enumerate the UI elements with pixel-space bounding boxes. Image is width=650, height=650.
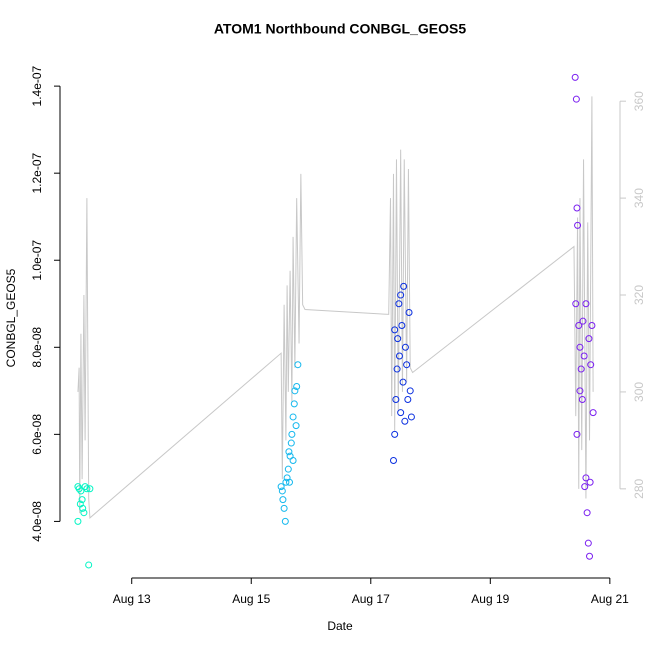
point bbox=[397, 291, 405, 299]
x-tick-label: Aug 15 bbox=[232, 592, 270, 606]
point bbox=[581, 483, 589, 491]
point bbox=[294, 361, 302, 369]
point bbox=[574, 221, 582, 229]
y-tick-label: 6.0e-08 bbox=[30, 414, 44, 455]
point bbox=[575, 322, 583, 330]
point bbox=[83, 485, 91, 493]
point bbox=[576, 343, 584, 351]
x-tick-label: Aug 21 bbox=[591, 592, 629, 606]
chart-title: ATOM1 Northbound CONBGL_GEOS5 bbox=[214, 21, 466, 37]
point bbox=[282, 478, 290, 486]
point bbox=[78, 496, 86, 504]
y2-tick-label: 280 bbox=[632, 479, 646, 499]
point bbox=[407, 413, 415, 421]
point bbox=[391, 326, 399, 334]
point bbox=[288, 430, 296, 438]
point bbox=[281, 517, 289, 525]
point bbox=[585, 335, 593, 343]
point bbox=[395, 352, 403, 360]
point bbox=[289, 413, 297, 421]
point bbox=[573, 204, 581, 212]
y2-tick-label: 360 bbox=[632, 91, 646, 111]
point bbox=[389, 456, 397, 464]
point bbox=[86, 485, 94, 493]
point bbox=[392, 396, 400, 404]
point bbox=[291, 387, 299, 395]
x-tick-label: Aug 17 bbox=[352, 592, 390, 606]
point bbox=[583, 509, 591, 517]
point bbox=[584, 539, 592, 547]
point bbox=[85, 561, 93, 569]
point bbox=[278, 487, 286, 495]
y-tick-label: 8.0e-08 bbox=[30, 327, 44, 368]
point bbox=[582, 474, 590, 482]
point bbox=[293, 382, 301, 390]
point bbox=[74, 517, 82, 525]
point bbox=[285, 478, 293, 486]
point bbox=[285, 448, 293, 456]
point bbox=[577, 365, 585, 373]
point bbox=[586, 478, 594, 486]
point bbox=[395, 300, 403, 308]
y-tick-label: 1.4e-07 bbox=[30, 65, 44, 106]
point bbox=[588, 322, 596, 330]
point bbox=[287, 439, 295, 447]
point bbox=[400, 282, 408, 290]
line bbox=[77, 96, 594, 519]
point bbox=[405, 308, 413, 316]
y-tick-label: 1.0e-07 bbox=[30, 240, 44, 281]
point bbox=[80, 509, 88, 517]
point bbox=[572, 300, 580, 308]
point bbox=[279, 496, 287, 504]
point bbox=[580, 352, 588, 360]
point bbox=[587, 361, 595, 369]
point bbox=[572, 95, 580, 103]
y2-tick-label: 340 bbox=[632, 188, 646, 208]
point bbox=[571, 73, 579, 81]
point bbox=[290, 400, 298, 408]
point bbox=[397, 409, 405, 417]
x-tick-label: Aug 13 bbox=[113, 592, 151, 606]
point bbox=[582, 300, 590, 308]
point bbox=[394, 335, 402, 343]
point bbox=[292, 422, 300, 430]
y-axis-label: CONBGL_GEOS5 bbox=[4, 268, 18, 367]
x-axis-label: Date bbox=[327, 619, 353, 633]
point bbox=[401, 343, 409, 351]
y2-tick-label: 320 bbox=[632, 285, 646, 305]
x-tick-label: Aug 19 bbox=[471, 592, 509, 606]
point bbox=[576, 387, 584, 395]
y2-tick-label: 300 bbox=[632, 382, 646, 402]
point bbox=[277, 483, 285, 491]
point bbox=[398, 322, 406, 330]
point bbox=[399, 378, 407, 386]
point bbox=[578, 396, 586, 404]
point bbox=[586, 552, 594, 560]
y-tick-label: 4.0e-08 bbox=[30, 501, 44, 542]
point bbox=[284, 465, 292, 473]
point bbox=[579, 317, 587, 325]
point bbox=[589, 409, 597, 417]
point bbox=[573, 430, 581, 438]
point bbox=[75, 485, 83, 493]
point bbox=[393, 365, 401, 373]
point bbox=[406, 387, 414, 395]
point bbox=[404, 396, 412, 404]
y-tick-label: 1.2e-07 bbox=[30, 153, 44, 194]
point bbox=[403, 361, 411, 369]
point bbox=[391, 430, 399, 438]
point bbox=[76, 500, 84, 508]
point bbox=[280, 504, 288, 512]
point bbox=[289, 456, 297, 464]
point bbox=[401, 417, 409, 425]
point bbox=[77, 487, 85, 495]
